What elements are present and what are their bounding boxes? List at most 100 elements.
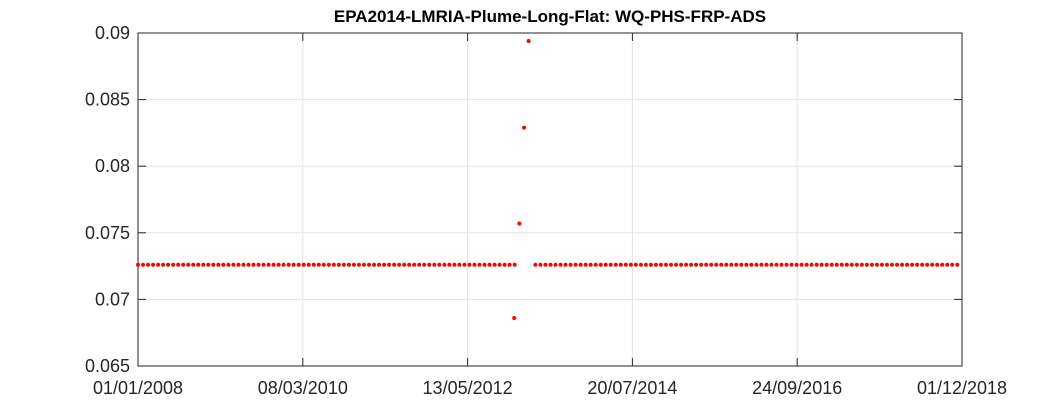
data-point [512,316,517,321]
data-point [789,262,794,267]
data-point [467,262,472,267]
data-point [512,262,517,267]
data-point [664,262,669,267]
data-point [216,262,221,267]
data-point [151,262,156,267]
data-point [684,262,689,267]
x-tick-label: 24/09/2016 [752,378,842,398]
data-point [226,262,231,267]
data-point [492,262,497,267]
data-point [563,262,568,267]
data-point [231,262,236,267]
data-point [754,262,759,267]
data-point [331,262,336,267]
data-point [346,262,351,267]
data-point [367,262,372,267]
data-point [291,262,296,267]
data-point [548,262,553,267]
data-point [950,262,955,267]
data-point [940,262,945,267]
x-tick-label: 20/07/2014 [587,378,677,398]
data-point [316,262,321,267]
data-point [156,262,161,267]
plot-frame [137,32,963,367]
data-point [482,262,487,267]
data-point [241,262,246,267]
data-point [497,262,502,267]
data-point [412,262,417,267]
data-point [397,262,402,267]
data-point [356,262,361,267]
data-point [724,262,729,267]
data-point [578,262,583,267]
data-point [432,262,437,267]
data-point [633,262,638,267]
data-point [417,262,422,267]
data-point [879,262,884,267]
data-point [321,262,326,267]
data-point [704,262,709,267]
data-point [181,262,186,267]
data-point [206,262,211,267]
y-tick-label: 0.065 [85,356,130,376]
data-point [236,262,241,267]
data-point [477,262,482,267]
data-point [568,262,573,267]
data-point [422,262,427,267]
data-point [176,262,181,267]
data-point [341,262,346,267]
data-point [769,262,774,267]
grid-layer [138,33,962,366]
data-point [674,262,679,267]
data-point [945,262,950,267]
data-point [844,262,849,267]
data-point [442,262,447,267]
data-point [306,262,311,267]
data-point [402,262,407,267]
data-point [930,262,935,267]
y-tick-label: 0.08 [95,156,130,176]
data-point [351,262,356,267]
y-tick-label: 0.075 [85,223,130,243]
x-tick-label: 01/12/2018 [917,378,1007,398]
data-point [326,262,331,267]
data-point [608,262,613,267]
x-tick-label: 13/05/2012 [423,378,513,398]
data-point [764,262,769,267]
data-point [779,262,784,267]
data-point [502,262,507,267]
data-point [573,262,578,267]
data-point [854,262,859,267]
data-point [311,262,316,267]
data-point [834,262,839,267]
data-point [598,262,603,267]
data-point [372,262,377,267]
data-point [869,262,874,267]
data-point [296,262,301,267]
data-point [859,262,864,267]
data-point [618,262,623,267]
data-point [452,262,457,267]
data-point [196,262,201,267]
points-layer [136,38,960,321]
data-point [186,262,191,267]
data-point [136,262,140,267]
data-point [734,262,739,267]
data-point [221,262,226,267]
data-point [920,262,925,267]
data-point [699,262,704,267]
data-point [447,262,452,267]
data-point [246,262,251,267]
data-point [487,262,492,267]
data-point [864,262,869,267]
data-point [824,262,829,267]
data-point [829,262,834,267]
data-point [739,262,744,267]
x-tick-label: 01/01/2008 [93,378,183,398]
data-point [286,262,291,267]
data-point [603,262,608,267]
y-tick-label: 0.07 [95,289,130,309]
chart-title: EPA2014-LMRIA-Plume-Long-Flat: WQ-PHS-FR… [334,7,766,26]
data-point [679,262,684,267]
